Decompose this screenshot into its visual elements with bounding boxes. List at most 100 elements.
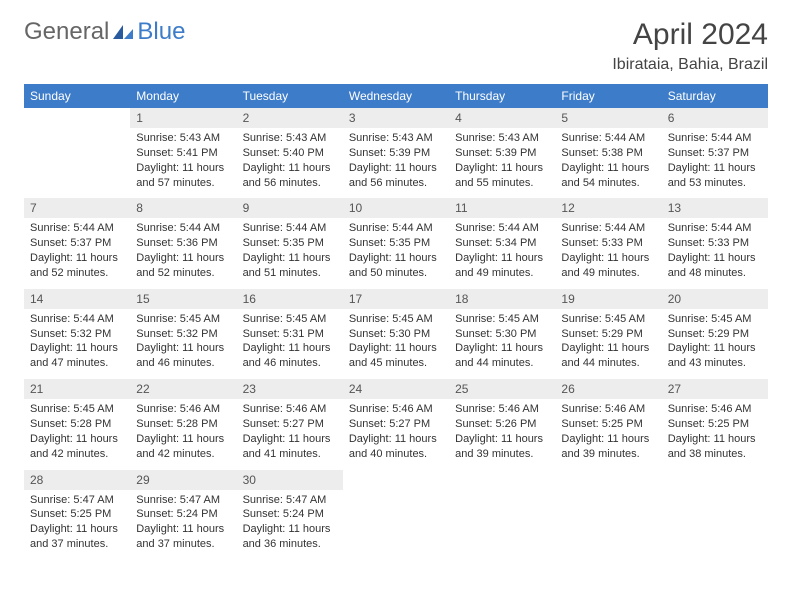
calendar-day-cell: 9Sunrise: 5:44 AMSunset: 5:35 PMDaylight…	[237, 198, 343, 288]
calendar-day-cell: 29Sunrise: 5:47 AMSunset: 5:24 PMDayligh…	[130, 470, 236, 560]
sunset-line: Sunset: 5:38 PM	[561, 146, 655, 161]
daylight-line: Daylight: 11 hours and 48 minutes.	[668, 251, 762, 281]
calendar-day-cell: 19Sunrise: 5:45 AMSunset: 5:29 PMDayligh…	[555, 289, 661, 379]
sunset-line: Sunset: 5:28 PM	[30, 417, 124, 432]
logo-part-general: General	[24, 18, 109, 46]
calendar-day-cell: 18Sunrise: 5:45 AMSunset: 5:30 PMDayligh…	[449, 289, 555, 379]
calendar-day-cell: 7Sunrise: 5:44 AMSunset: 5:37 PMDaylight…	[24, 198, 130, 288]
sunset-line: Sunset: 5:39 PM	[455, 146, 549, 161]
day-info: Sunrise: 5:46 AMSunset: 5:26 PMDaylight:…	[449, 399, 555, 469]
sunset-line: Sunset: 5:37 PM	[668, 146, 762, 161]
sunrise-line: Sunrise: 5:47 AM	[136, 493, 230, 508]
calendar-day-cell: 1Sunrise: 5:43 AMSunset: 5:41 PMDaylight…	[130, 108, 236, 198]
logo: General Blue	[24, 18, 185, 46]
calendar-empty-cell	[555, 470, 661, 560]
day-number: 14	[24, 289, 130, 309]
daylight-line: Daylight: 11 hours and 49 minutes.	[561, 251, 655, 281]
sunrise-line: Sunrise: 5:47 AM	[243, 493, 337, 508]
calendar-day-cell: 21Sunrise: 5:45 AMSunset: 5:28 PMDayligh…	[24, 379, 130, 469]
calendar-day-cell: 10Sunrise: 5:44 AMSunset: 5:35 PMDayligh…	[343, 198, 449, 288]
calendar-day-cell: 14Sunrise: 5:44 AMSunset: 5:32 PMDayligh…	[24, 289, 130, 379]
calendar-day-cell: 20Sunrise: 5:45 AMSunset: 5:29 PMDayligh…	[662, 289, 768, 379]
daylight-line: Daylight: 11 hours and 46 minutes.	[136, 341, 230, 371]
day-info: Sunrise: 5:44 AMSunset: 5:35 PMDaylight:…	[343, 218, 449, 288]
sunrise-line: Sunrise: 5:45 AM	[30, 402, 124, 417]
day-info: Sunrise: 5:45 AMSunset: 5:29 PMDaylight:…	[555, 309, 661, 379]
calendar-day-cell: 28Sunrise: 5:47 AMSunset: 5:25 PMDayligh…	[24, 470, 130, 560]
day-number: 23	[237, 379, 343, 399]
sunrise-line: Sunrise: 5:44 AM	[668, 221, 762, 236]
daylight-line: Daylight: 11 hours and 51 minutes.	[243, 251, 337, 281]
weekday-header: Thursday	[449, 84, 555, 108]
sunrise-line: Sunrise: 5:44 AM	[349, 221, 443, 236]
sunset-line: Sunset: 5:37 PM	[30, 236, 124, 251]
calendar-empty-cell	[24, 108, 130, 198]
sunrise-line: Sunrise: 5:44 AM	[30, 312, 124, 327]
sunset-line: Sunset: 5:30 PM	[349, 327, 443, 342]
logo-part-blue: Blue	[137, 18, 185, 46]
day-info: Sunrise: 5:46 AMSunset: 5:25 PMDaylight:…	[662, 399, 768, 469]
calendar-day-cell: 22Sunrise: 5:46 AMSunset: 5:28 PMDayligh…	[130, 379, 236, 469]
day-info: Sunrise: 5:45 AMSunset: 5:31 PMDaylight:…	[237, 309, 343, 379]
sunset-line: Sunset: 5:32 PM	[30, 327, 124, 342]
weekday-header: Monday	[130, 84, 236, 108]
day-number: 3	[343, 108, 449, 128]
day-info: Sunrise: 5:44 AMSunset: 5:36 PMDaylight:…	[130, 218, 236, 288]
sunrise-line: Sunrise: 5:43 AM	[455, 131, 549, 146]
calendar-day-cell: 26Sunrise: 5:46 AMSunset: 5:25 PMDayligh…	[555, 379, 661, 469]
daylight-line: Daylight: 11 hours and 37 minutes.	[136, 522, 230, 552]
daylight-line: Daylight: 11 hours and 47 minutes.	[30, 341, 124, 371]
daylight-line: Daylight: 11 hours and 43 minutes.	[668, 341, 762, 371]
calendar-day-cell: 8Sunrise: 5:44 AMSunset: 5:36 PMDaylight…	[130, 198, 236, 288]
day-info: Sunrise: 5:44 AMSunset: 5:37 PMDaylight:…	[662, 128, 768, 198]
sunrise-line: Sunrise: 5:44 AM	[561, 131, 655, 146]
sunrise-line: Sunrise: 5:46 AM	[136, 402, 230, 417]
day-number: 30	[237, 470, 343, 490]
day-number: 17	[343, 289, 449, 309]
sunrise-line: Sunrise: 5:47 AM	[30, 493, 124, 508]
day-number: 21	[24, 379, 130, 399]
sunset-line: Sunset: 5:41 PM	[136, 146, 230, 161]
daylight-line: Daylight: 11 hours and 40 minutes.	[349, 432, 443, 462]
day-info: Sunrise: 5:44 AMSunset: 5:32 PMDaylight:…	[24, 309, 130, 379]
daylight-line: Daylight: 11 hours and 53 minutes.	[668, 161, 762, 191]
daylight-line: Daylight: 11 hours and 55 minutes.	[455, 161, 549, 191]
sunset-line: Sunset: 5:40 PM	[243, 146, 337, 161]
day-number: 11	[449, 198, 555, 218]
calendar-day-cell: 5Sunrise: 5:44 AMSunset: 5:38 PMDaylight…	[555, 108, 661, 198]
daylight-line: Daylight: 11 hours and 56 minutes.	[349, 161, 443, 191]
sunset-line: Sunset: 5:35 PM	[243, 236, 337, 251]
day-number: 12	[555, 198, 661, 218]
calendar-body: 1Sunrise: 5:43 AMSunset: 5:41 PMDaylight…	[24, 108, 768, 560]
day-info: Sunrise: 5:47 AMSunset: 5:24 PMDaylight:…	[130, 490, 236, 560]
day-info: Sunrise: 5:43 AMSunset: 5:39 PMDaylight:…	[449, 128, 555, 198]
weekday-header: Tuesday	[237, 84, 343, 108]
sunset-line: Sunset: 5:33 PM	[668, 236, 762, 251]
sunset-line: Sunset: 5:26 PM	[455, 417, 549, 432]
day-info: Sunrise: 5:44 AMSunset: 5:37 PMDaylight:…	[24, 218, 130, 288]
calendar-empty-cell	[449, 470, 555, 560]
daylight-line: Daylight: 11 hours and 57 minutes.	[136, 161, 230, 191]
daylight-line: Daylight: 11 hours and 52 minutes.	[30, 251, 124, 281]
calendar-day-cell: 24Sunrise: 5:46 AMSunset: 5:27 PMDayligh…	[343, 379, 449, 469]
day-number: 1	[130, 108, 236, 128]
calendar-week-row: 28Sunrise: 5:47 AMSunset: 5:25 PMDayligh…	[24, 470, 768, 560]
day-number: 2	[237, 108, 343, 128]
sunrise-line: Sunrise: 5:43 AM	[349, 131, 443, 146]
day-number: 19	[555, 289, 661, 309]
daylight-line: Daylight: 11 hours and 56 minutes.	[243, 161, 337, 191]
sunrise-line: Sunrise: 5:44 AM	[668, 131, 762, 146]
sunrise-line: Sunrise: 5:43 AM	[136, 131, 230, 146]
day-number: 26	[555, 379, 661, 399]
sunrise-line: Sunrise: 5:45 AM	[561, 312, 655, 327]
calendar-day-cell: 13Sunrise: 5:44 AMSunset: 5:33 PMDayligh…	[662, 198, 768, 288]
calendar-week-row: 1Sunrise: 5:43 AMSunset: 5:41 PMDaylight…	[24, 108, 768, 198]
day-info: Sunrise: 5:43 AMSunset: 5:41 PMDaylight:…	[130, 128, 236, 198]
daylight-line: Daylight: 11 hours and 37 minutes.	[30, 522, 124, 552]
header-right: April 2024 Ibirataia, Bahia, Brazil	[612, 18, 768, 74]
day-info: Sunrise: 5:45 AMSunset: 5:30 PMDaylight:…	[343, 309, 449, 379]
logo-sail-icon	[111, 23, 135, 41]
sunrise-line: Sunrise: 5:45 AM	[455, 312, 549, 327]
day-info: Sunrise: 5:47 AMSunset: 5:24 PMDaylight:…	[237, 490, 343, 560]
calendar-day-cell: 23Sunrise: 5:46 AMSunset: 5:27 PMDayligh…	[237, 379, 343, 469]
